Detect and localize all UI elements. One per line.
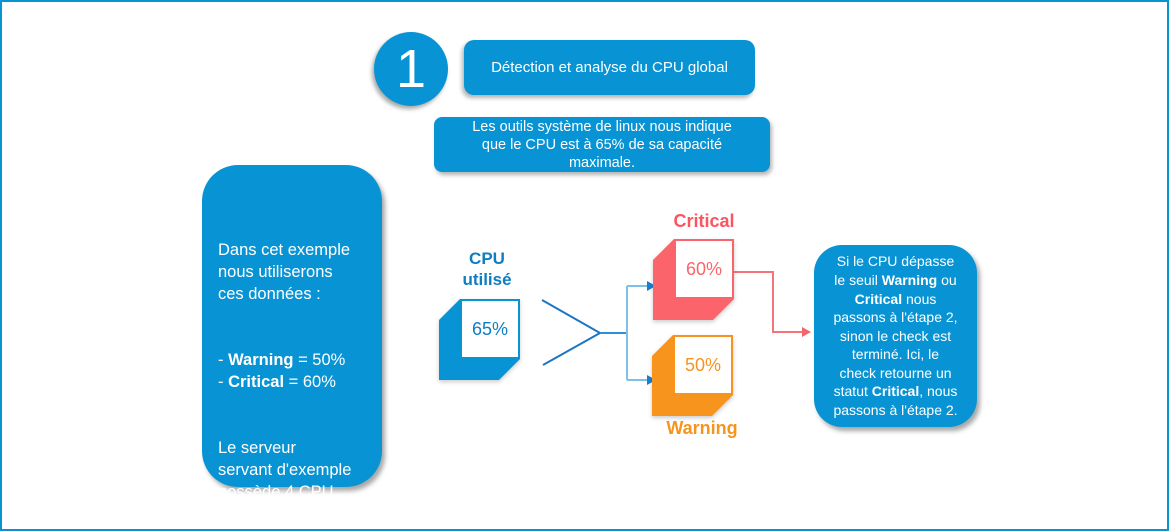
example-note-paragraph: Dans cet exemple nous utiliserons ces do… (218, 241, 351, 303)
outcome-note-text: Si le CPU dépasse le seuil Warning ou Cr… (833, 253, 958, 419)
step-title-box: Détection et analyse du CPU global (464, 40, 755, 95)
cube-icon (439, 299, 520, 380)
warning-threshold-box: 50% (652, 335, 733, 416)
outcome-note-box: Si le CPU dépasse le seuil Warning ou Cr… (814, 245, 977, 427)
intro-note-text: Les outils système de linux nous indique… (472, 118, 732, 171)
arrowhead-outcome-icon (802, 327, 811, 337)
step-number-badge: 1 (374, 32, 448, 106)
cpu-used-label: CPU utilisé (462, 249, 512, 289)
cube-icon (653, 239, 734, 320)
critical-threshold-label: Critical (673, 211, 735, 231)
critical-threshold-box: 60% (653, 239, 734, 320)
example-data-note-box: Dans cet exemple nous utiliserons ces do… (202, 165, 382, 501)
cpu-usage-box: 65% (439, 299, 520, 380)
cube-icon (652, 335, 733, 416)
example-note-server: Le serveur servant d'exemple possède 4 C… (218, 439, 352, 501)
example-note-thresholds: - Warning = 50% - Critical = 60% (218, 351, 346, 391)
step-number: 1 (395, 39, 427, 99)
intro-note-box: Les outils système de linux nous indique… (434, 117, 770, 172)
critical-threshold-value: 60% (685, 258, 723, 279)
warning-threshold-label: Warning (666, 418, 738, 438)
warning-threshold-value: 50% (684, 354, 722, 375)
critical-to-outcome-line (734, 271, 802, 333)
step-title: Détection et analyse du CPU global (491, 59, 728, 76)
chevron-split-icon (541, 299, 603, 366)
cpu-usage-value: 65% (471, 318, 509, 339)
